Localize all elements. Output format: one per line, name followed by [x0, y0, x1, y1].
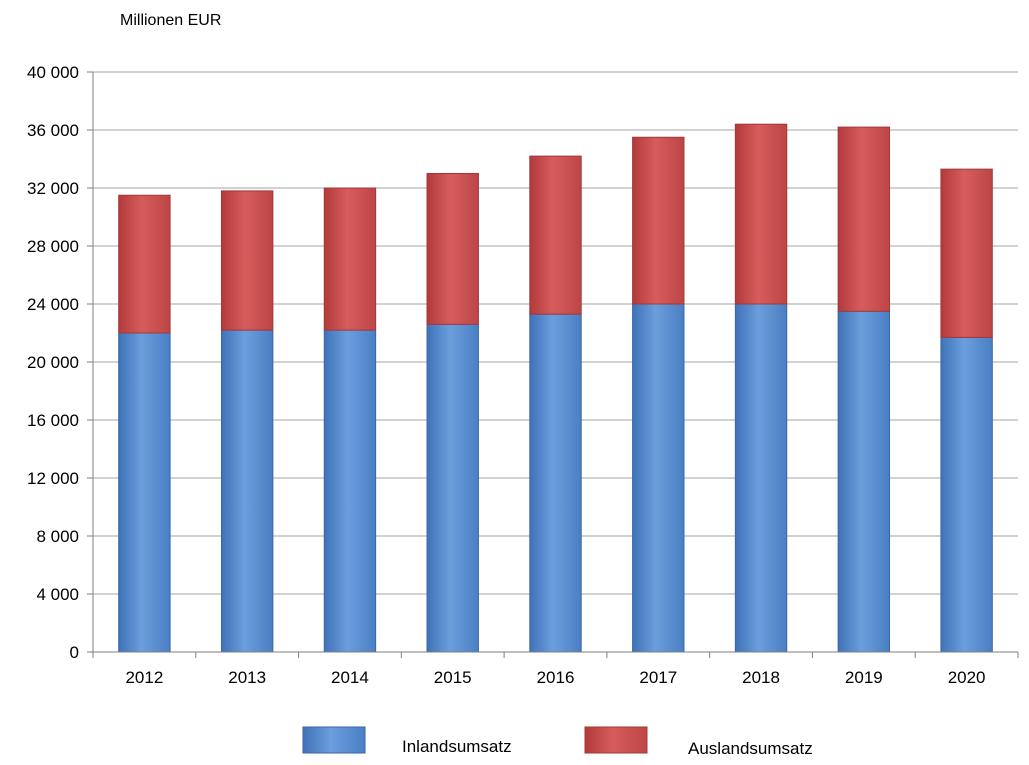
- bar-inlandsumsatz: [426, 323, 479, 653]
- x-tick-label: 2020: [948, 668, 986, 687]
- legend-label: Inlandsumsatz: [402, 737, 512, 756]
- y-tick-label: 16 000: [27, 411, 79, 430]
- y-tick-label: 20 000: [27, 353, 79, 372]
- bar-inlandsumsatz: [323, 329, 377, 653]
- unit-label: Millionen EUR: [120, 12, 221, 29]
- bar-inlandsumsatz: [220, 329, 274, 653]
- bar-inlandsumsatz: [632, 303, 685, 653]
- bar-auslandsumsatz: [529, 155, 582, 315]
- bar-auslandsumsatz: [323, 187, 377, 331]
- legend-swatch: [302, 726, 366, 754]
- bar-auslandsumsatz: [734, 123, 788, 305]
- y-tick-label: 8 000: [36, 527, 79, 546]
- bars: [118, 123, 993, 653]
- y-tick-label: 24 000: [27, 295, 79, 314]
- bar-auslandsumsatz: [632, 136, 685, 305]
- x-tick-label: 2013: [228, 668, 266, 687]
- bar-auslandsumsatz: [940, 168, 993, 338]
- y-tick-label: 4 000: [36, 585, 79, 604]
- x-tick-label: 2018: [742, 668, 780, 687]
- x-tick-label: 2019: [845, 668, 883, 687]
- bar-inlandsumsatz: [837, 310, 891, 653]
- y-tick-label: 12 000: [27, 469, 79, 488]
- y-tick-label: 36 000: [27, 121, 79, 140]
- legend-swatch: [584, 726, 648, 754]
- y-tick-label: 32 000: [27, 179, 79, 198]
- bar-auslandsumsatz: [426, 173, 479, 325]
- y-tick-label: 40 000: [27, 63, 79, 82]
- x-tick-label: 2015: [434, 668, 472, 687]
- x-tick-label: 2017: [639, 668, 677, 687]
- y-tick-label: 0: [70, 643, 79, 662]
- x-tick-label: 2014: [331, 668, 369, 687]
- axes: 0 4 000 8 000 12 000 16 000 20 000 24 000 28 00…: [27, 63, 1019, 687]
- bar-auslandsumsatz: [118, 194, 171, 334]
- bar-auslandsumsatz: [220, 190, 274, 331]
- bar-inlandsumsatz: [118, 332, 171, 653]
- bar-inlandsumsatz: [940, 336, 993, 653]
- y-tick-label: 28 000: [27, 237, 79, 256]
- legend: Inlandsumsatz Auslandsumsatz: [302, 726, 813, 758]
- x-tick-label: 2012: [125, 668, 163, 687]
- bar-inlandsumsatz: [734, 303, 788, 653]
- bar-auslandsumsatz: [837, 126, 891, 312]
- x-tick-label: 2016: [537, 668, 575, 687]
- bar-inlandsumsatz: [529, 313, 582, 653]
- legend-label: Auslandsumsatz: [688, 739, 813, 758]
